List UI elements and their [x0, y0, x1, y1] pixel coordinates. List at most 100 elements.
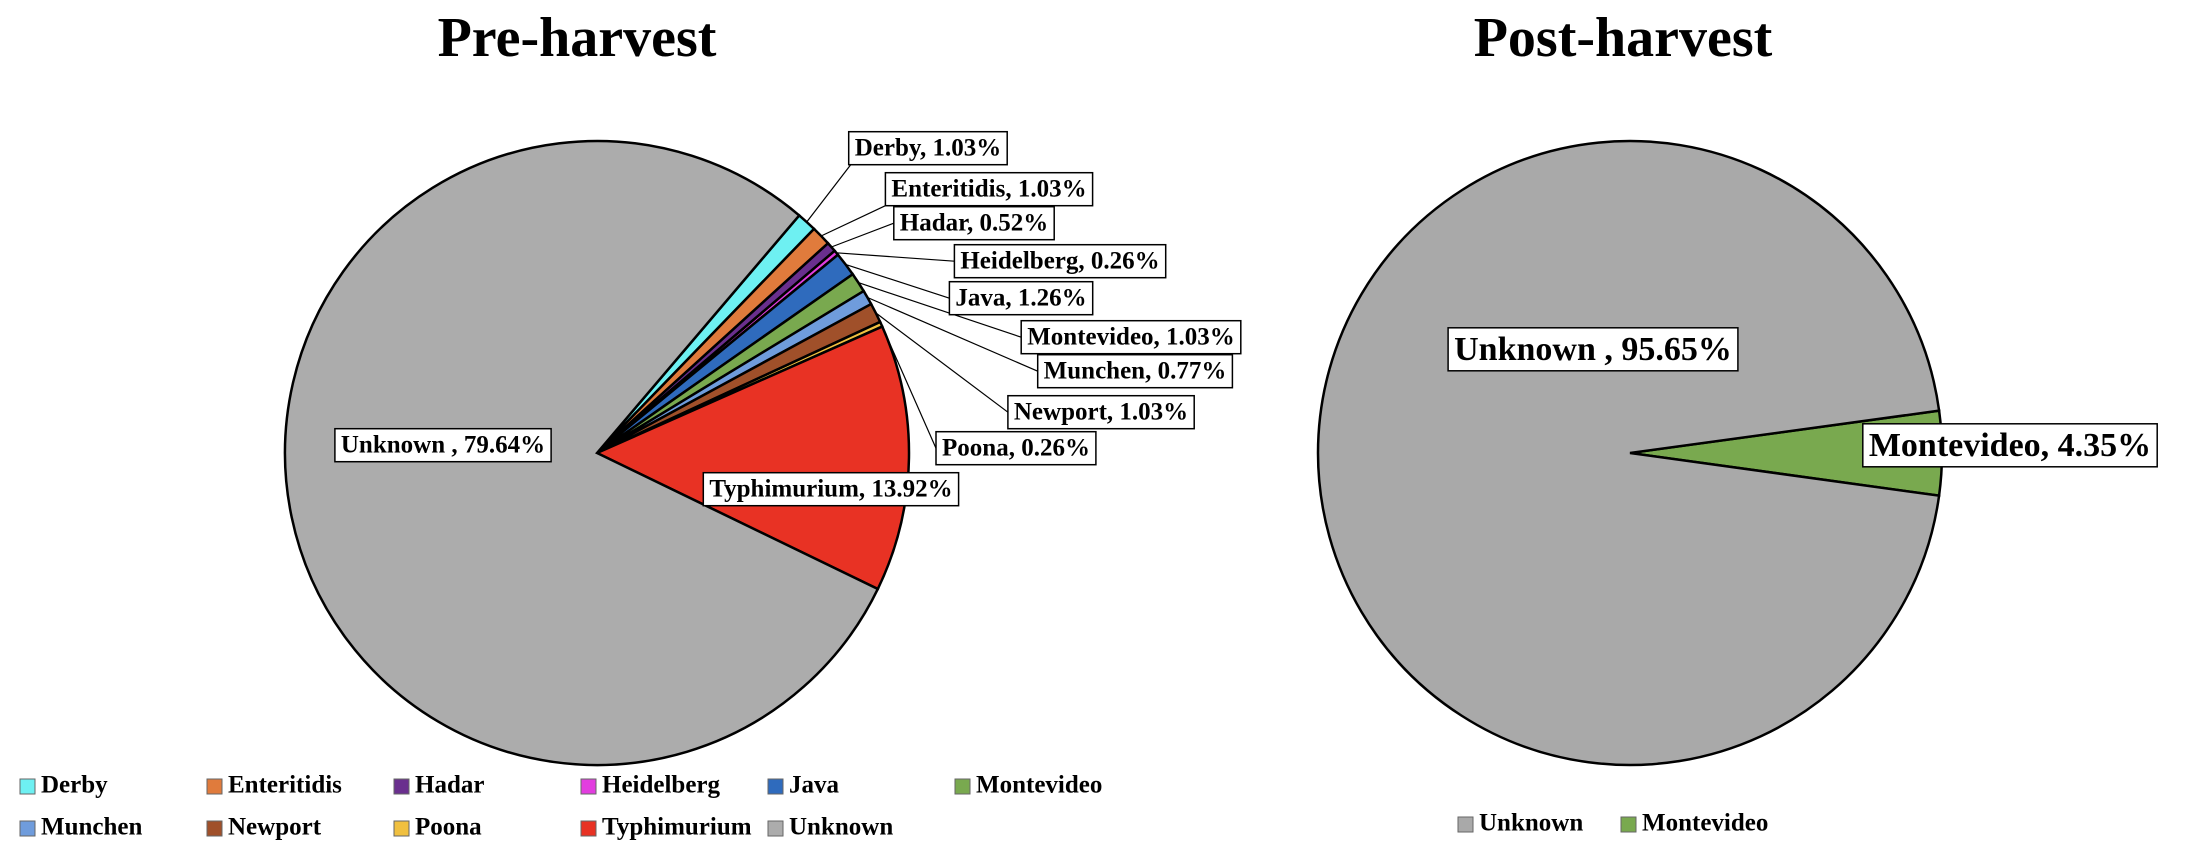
data-label-munchen: Munchen, 0.77% [1036, 353, 1234, 389]
legend-swatch-poona [393, 820, 410, 837]
data-label-unknown-box [334, 427, 552, 463]
data-label-typhimurium-box [702, 471, 960, 507]
data-label-enteritidis-box [884, 171, 1094, 207]
legend-item-montevideo: Montevideo [1620, 810, 1768, 837]
data-label-enteritidis: Enteritidis, 1.03% [884, 171, 1094, 207]
pre-harvest-title: Pre-harvest [438, 7, 717, 69]
legend-swatch-derby [19, 778, 36, 795]
data-label-montevideo-box [1020, 319, 1242, 355]
leader-line-java [845, 263, 950, 299]
data-label-munchen-box [1036, 353, 1234, 389]
legend-label-heidelberg: Heidelberg [602, 772, 721, 799]
legend-label-java: Java [789, 772, 840, 799]
legend-label-munchen: Munchen [41, 814, 143, 841]
leader-line-montevideo [858, 282, 1022, 338]
legend-item-typhimurium: Typhimurium [580, 814, 752, 841]
legend-swatch-enteritidis [206, 778, 223, 795]
data-label-montevideo: Montevideo, 1.03% [1020, 319, 1242, 355]
legend-swatch-unknown [767, 820, 784, 837]
leader-line-heidelberg [836, 252, 955, 262]
legend-item-unknown: Unknown [767, 814, 893, 841]
legend-label-enteritidis: Enteritidis [228, 772, 342, 799]
legend-label-montevideo: Montevideo [976, 772, 1102, 799]
legend-swatch-hadar [393, 778, 410, 795]
legend-swatch-newport [206, 820, 223, 837]
legend-label-unknown: Unknown [789, 814, 893, 841]
legend-swatch-munchen [19, 820, 36, 837]
data-label-derby-text: Derby, 1.03% [855, 135, 1002, 162]
data-label-unknown-text: Unknown , 79.64% [341, 432, 545, 459]
legend-swatch-montevideo [1620, 816, 1637, 833]
post-harvest-legend: Unknown Montevideo [1457, 810, 1768, 837]
legend-label-derby: Derby [41, 772, 108, 799]
legend-label-newport: Newport [228, 814, 322, 841]
pre-harvest-legend: Derby Enteritidis Hadar Heidelberg Java Monte… [19, 772, 1102, 841]
data-label-unknown-text: Unknown , 95.65% [1454, 331, 1732, 368]
post-harvest-title: Post-harvest [1474, 7, 1773, 69]
data-label-munchen-text: Munchen, 0.77% [1044, 358, 1227, 385]
data-label-unknown-box [1447, 327, 1739, 372]
data-label-montevideo-text: Montevideo, 4.35% [1869, 427, 2151, 464]
legend-label-poona: Poona [415, 814, 482, 841]
data-label-unknown: Unknown , 95.65% [1447, 327, 1739, 372]
data-label-heidelberg: Heidelberg, 0.26% [953, 243, 1167, 279]
leader-line-munchen [867, 296, 1038, 372]
data-label-newport-box [1007, 394, 1195, 430]
post-harvest-slices [1316, 139, 1944, 767]
data-label-newport-text: Newport, 1.03% [1014, 399, 1188, 426]
data-label-hadar-text: Hadar, 0.52% [900, 210, 1048, 237]
legend-item-unknown: Unknown [1457, 810, 1583, 837]
leader-line-derby [806, 164, 852, 223]
legend-item-montevideo: Montevideo [954, 772, 1102, 799]
legend-label-unknown: Unknown [1479, 810, 1583, 837]
data-label-java-box [948, 280, 1094, 316]
legend-label-montevideo: Montevideo [1642, 810, 1768, 837]
leader-line-hadar [831, 222, 895, 248]
data-label-newport: Newport, 1.03% [1007, 394, 1195, 430]
data-label-poona-text: Poona, 0.26% [942, 435, 1090, 462]
post-harvest-data-labels: Montevideo, 4.35% Unknown , 95.65% [1447, 327, 2158, 468]
data-label-hadar: Hadar, 0.52% [893, 205, 1055, 241]
post-harvest-chart: Post-harvest Montevideo, 4.35% Unknown , … [1316, 7, 2158, 837]
data-label-heidelberg-box [953, 243, 1167, 279]
legend-label-hadar: Hadar [415, 772, 484, 799]
legend-item-poona: Poona [393, 814, 482, 841]
legend-swatch-heidelberg [580, 778, 597, 795]
data-label-montevideo: Montevideo, 4.35% [1862, 423, 2158, 468]
data-label-typhimurium-text: Typhimurium, 13.92% [709, 476, 952, 503]
leader-line-enteritidis [820, 205, 886, 237]
legend-item-hadar: Hadar [393, 772, 484, 799]
pre-harvest-leader-lines [806, 164, 1038, 449]
pre-harvest-chart: Pre-harvest Derby, 1.03% Enteritidis, 1.0… [19, 7, 1242, 841]
legend-label-typhimurium: Typhimurium [602, 814, 752, 841]
pre-harvest-data-labels: Derby, 1.03% Enteritidis, 1.03% Hadar, 0.5… [334, 130, 1242, 507]
data-label-unknown: Unknown , 79.64% [334, 427, 552, 463]
leader-line-newport [875, 312, 1009, 413]
slice-typhimurium [594, 324, 911, 591]
legend-item-java: Java [767, 772, 840, 799]
legend-item-munchen: Munchen [19, 814, 143, 841]
data-label-java: Java, 1.26% [948, 280, 1094, 316]
data-label-typhimurium: Typhimurium, 13.92% [702, 471, 960, 507]
data-label-java-text: Java, 1.26% [955, 285, 1086, 312]
slice-unknown [283, 139, 880, 767]
legend-item-newport: Newport [206, 814, 322, 841]
data-label-montevideo-text: Montevideo, 1.03% [1027, 324, 1235, 351]
pre-harvest-slices [283, 139, 911, 767]
data-label-hadar-box [893, 205, 1055, 241]
legend-swatch-unknown [1457, 816, 1474, 833]
data-label-poona-box [935, 430, 1097, 466]
legend-item-heidelberg: Heidelberg [580, 772, 721, 799]
legend-swatch-typhimurium [580, 820, 597, 837]
slice-unknown [1316, 139, 1941, 767]
legend-swatch-java [767, 778, 784, 795]
data-label-derby: Derby, 1.03% [847, 130, 1008, 166]
data-label-enteritidis-text: Enteritidis, 1.03% [891, 176, 1086, 203]
data-label-derby-box [847, 130, 1008, 166]
data-label-poona: Poona, 0.26% [935, 430, 1097, 466]
legend-swatch-montevideo [954, 778, 971, 795]
leader-line-poona [880, 323, 937, 449]
legend-item-derby: Derby [19, 772, 108, 799]
legend-item-enteritidis: Enteritidis [206, 772, 342, 799]
